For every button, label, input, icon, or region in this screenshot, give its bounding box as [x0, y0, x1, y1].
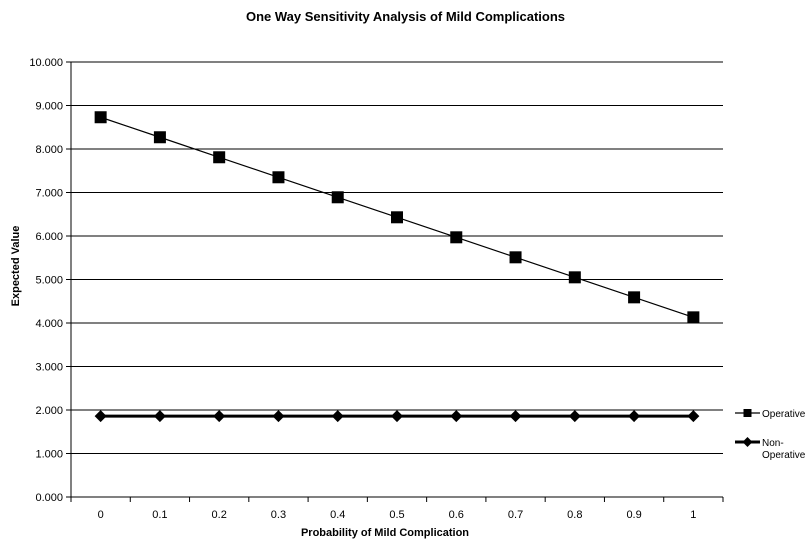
operative-point — [687, 311, 700, 324]
operative-point — [153, 131, 166, 144]
x-tick-label: 0 — [98, 509, 104, 521]
chart-title: One Way Sensitivity Analysis of Mild Com… — [245, 9, 566, 24]
y-tick-label: 2.000 — [35, 405, 63, 417]
non-operative-point — [331, 410, 344, 423]
y-tick-label: 10.000 — [29, 57, 63, 69]
operative-point — [331, 191, 344, 204]
x-tick-label: 0.4 — [330, 509, 345, 521]
non-operative-point — [153, 410, 166, 423]
y-tick-label: 3.000 — [35, 362, 63, 374]
x-tick-label: 0.1 — [152, 509, 167, 521]
non-operative-point — [687, 410, 700, 423]
y-tick-label: 7.000 — [35, 188, 63, 200]
x-tick-label: 0.3 — [271, 509, 286, 521]
operative-point — [213, 151, 226, 164]
operative-point — [450, 231, 463, 244]
non-operative-point — [509, 410, 522, 423]
legend-label-non-operative-line2: Operative — [762, 450, 806, 461]
legend-label-non-operative-line1: Non- — [762, 438, 784, 449]
non-operative-point — [628, 410, 641, 423]
legend-marker-non-operative — [742, 437, 753, 447]
y-tick-label: 8.000 — [35, 144, 63, 156]
non-operative-point — [450, 410, 463, 423]
non-operative-point — [391, 410, 403, 423]
x-tick-label: 0.7 — [508, 509, 523, 521]
operative-point — [509, 251, 522, 264]
y-tick-label: 4.000 — [35, 318, 63, 330]
operative-point — [568, 271, 581, 284]
non-operative-point — [272, 410, 285, 423]
x-axis-title: Probability of Mild Complication — [300, 527, 470, 539]
legend-label-operative: Operative — [762, 409, 806, 420]
operative-point — [94, 111, 107, 124]
x-tick-label: 0.2 — [212, 509, 227, 521]
operative-point — [272, 171, 285, 184]
legend-marker-operative — [743, 409, 752, 417]
x-tick-label: 0.5 — [389, 509, 404, 521]
x-tick-label: 0.6 — [449, 509, 464, 521]
x-tick-label: 0.8 — [567, 509, 582, 521]
y-tick-label: 0.000 — [35, 492, 63, 504]
y-tick-label: 6.000 — [35, 231, 63, 243]
x-tick-label: 0.9 — [626, 509, 641, 521]
operative-point — [628, 291, 641, 304]
non-operative-point — [94, 410, 107, 423]
y-tick-label: 1.000 — [35, 449, 63, 461]
x-tick-label: 1 — [690, 509, 696, 521]
y-tick-label: 5.000 — [35, 275, 63, 287]
operative-point — [391, 211, 403, 224]
non-operative-point — [213, 410, 226, 423]
y-tick-label: 9.000 — [35, 101, 63, 113]
non-operative-point — [568, 410, 581, 423]
